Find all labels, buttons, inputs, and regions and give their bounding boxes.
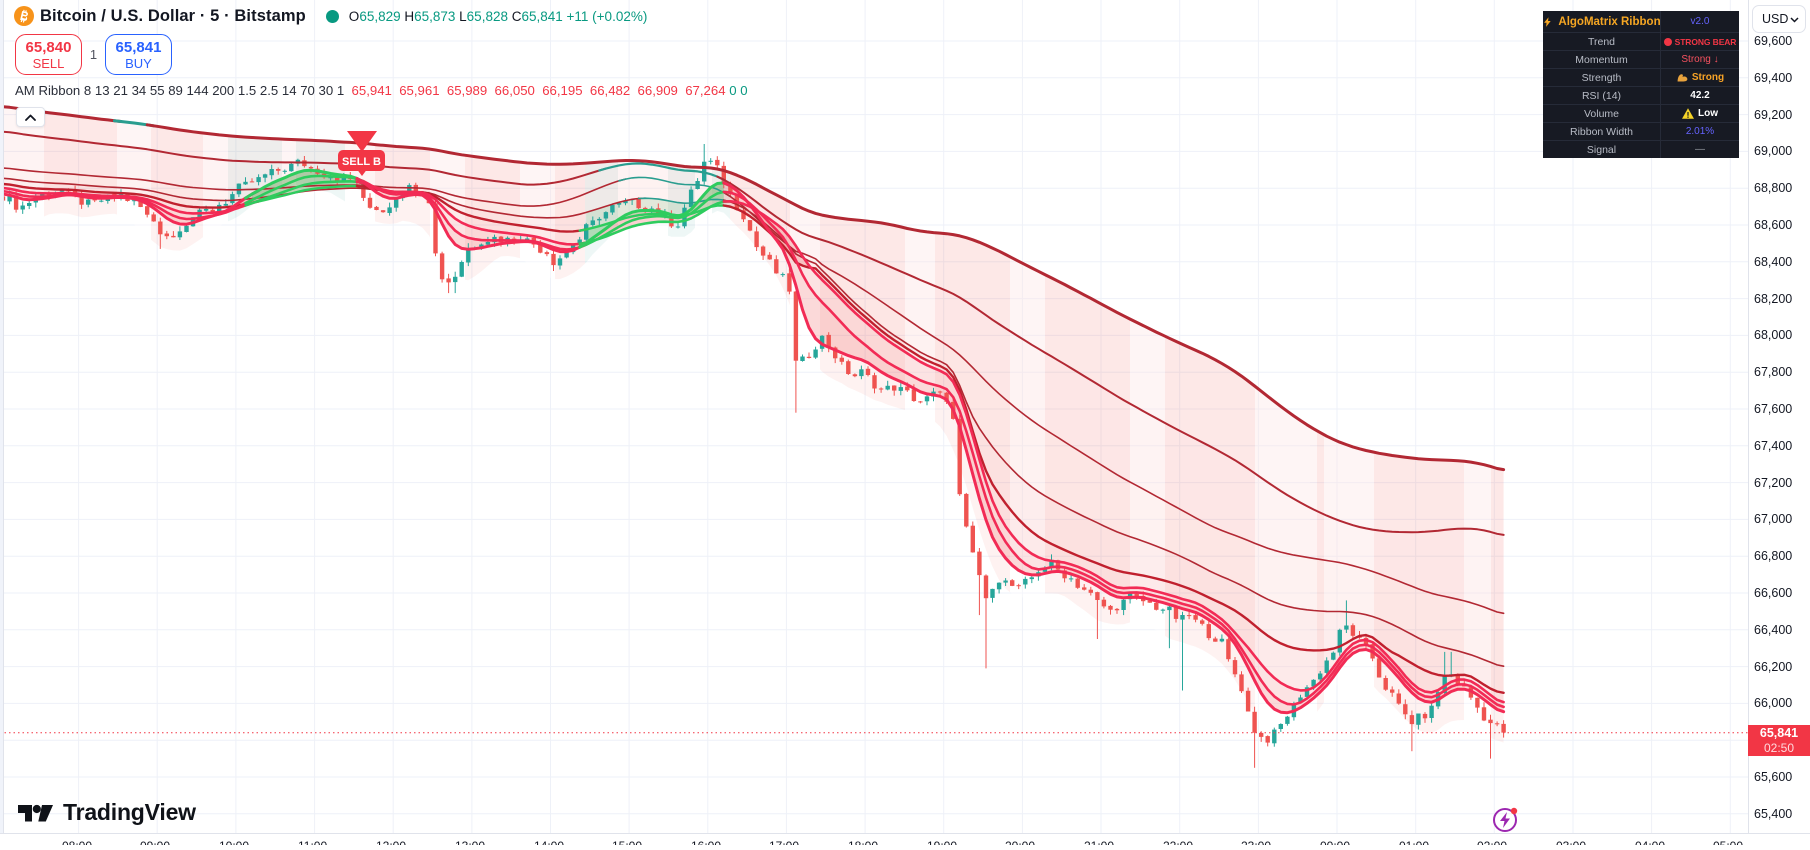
svg-text:SELL B: SELL B bbox=[342, 156, 381, 168]
